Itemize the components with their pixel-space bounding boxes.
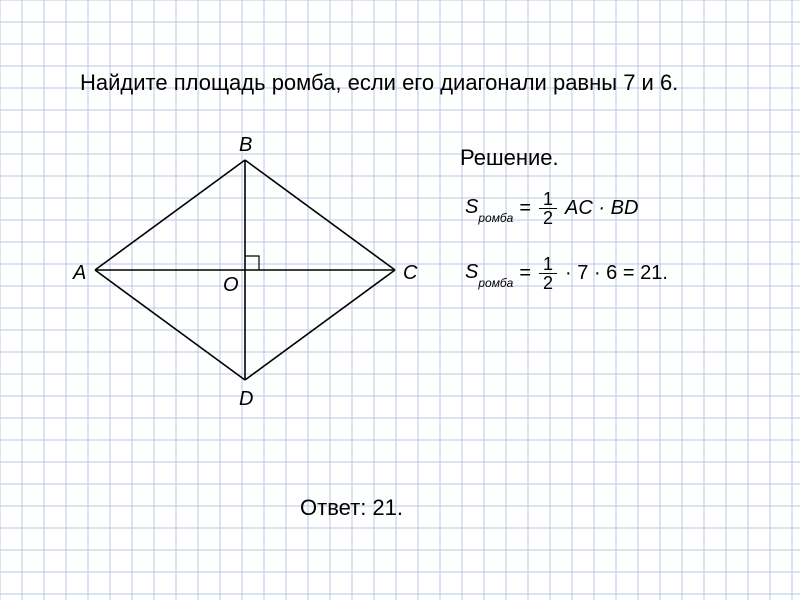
formula-lhs: S	[465, 196, 478, 218]
vertex-label-a: A	[73, 262, 86, 285]
solution-heading: Решение.	[460, 145, 559, 171]
rhombus-svg	[75, 130, 415, 410]
fraction-icon: 1 2	[539, 255, 557, 292]
formula-rhs: AC · BD	[565, 197, 638, 220]
fraction-icon: 1 2	[539, 190, 557, 227]
page-content: Найдите площадь ромба, если его диагонал…	[0, 0, 800, 600]
formula-eq: =	[519, 262, 531, 285]
formula-sub: ромба	[478, 211, 513, 225]
rhombus-diagram: A B C D O	[75, 130, 415, 410]
formula-rhs: · 7 · 6 = 21.	[565, 262, 668, 285]
answer-text: Ответ: 21.	[300, 495, 403, 521]
formula-general: Sромба = 1 2 AC · BD	[465, 190, 638, 227]
formula-numeric: Sромба = 1 2 · 7 · 6 = 21.	[465, 255, 668, 292]
vertex-label-b: B	[239, 134, 252, 157]
vertex-label-o: O	[223, 274, 239, 297]
vertex-label-d: D	[239, 388, 253, 411]
vertex-label-c: C	[403, 262, 417, 285]
formula-lhs: S	[465, 261, 478, 283]
formula-eq: =	[519, 197, 531, 220]
formula-sub: ромба	[478, 276, 513, 290]
problem-statement: Найдите площадь ромба, если его диагонал…	[80, 70, 678, 96]
